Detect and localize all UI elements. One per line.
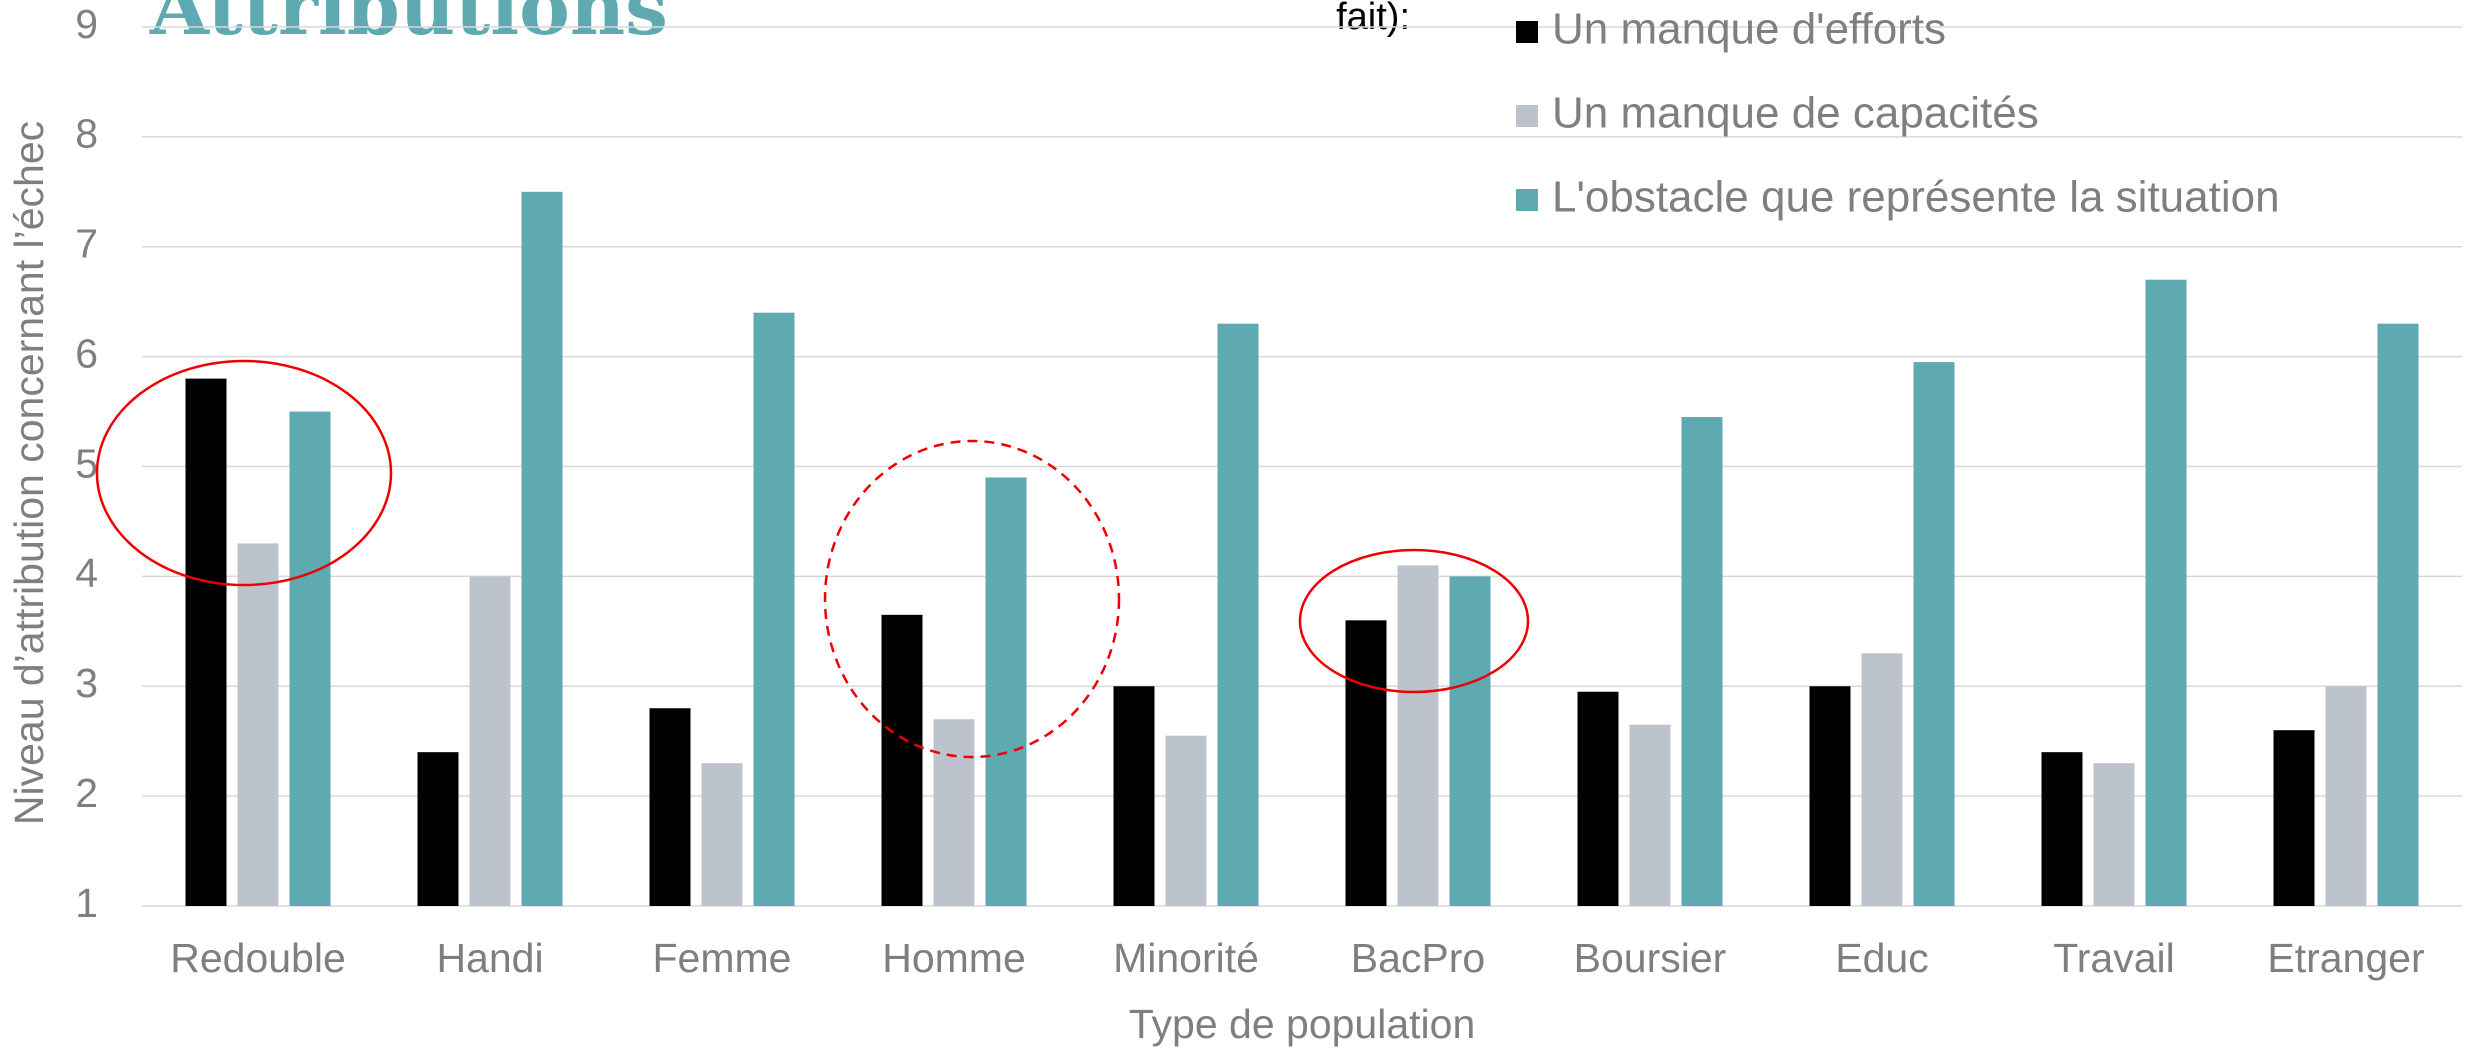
- bar: [1449, 576, 1491, 906]
- x-tick-label: BacPro: [1351, 935, 1485, 981]
- x-tick-label: Femme: [653, 935, 792, 981]
- bar: [881, 614, 923, 906]
- bar: [1577, 691, 1619, 906]
- x-tick-label: Redouble: [170, 935, 346, 981]
- bar: [1809, 686, 1851, 906]
- legend-label: Un manque de capacités: [1552, 89, 2039, 138]
- x-axis-title: Type de population: [1129, 1001, 1476, 1047]
- bar: [2325, 686, 2367, 906]
- bar: [289, 411, 331, 906]
- bar: [1113, 686, 1155, 906]
- y-tick-label: 4: [75, 550, 98, 596]
- y-tick-label: 6: [75, 330, 98, 376]
- x-tick-label: Minorité: [1113, 935, 1259, 981]
- bar: [933, 719, 975, 906]
- bar: [649, 708, 691, 906]
- bar: [2377, 323, 2419, 907]
- bar: [1681, 417, 1723, 906]
- x-tick-label: Boursier: [1574, 935, 1727, 981]
- bar: [469, 576, 511, 906]
- bar: [1397, 565, 1439, 906]
- bar: [417, 752, 459, 906]
- bar: [521, 191, 563, 906]
- y-tick-label: 3: [75, 660, 98, 706]
- bar: [2273, 730, 2315, 906]
- legend-label: Un manque d'efforts: [1552, 5, 1946, 54]
- y-tick-label: 7: [75, 221, 98, 267]
- y-tick-label: 5: [75, 440, 98, 486]
- highlight-circle: [1298, 548, 1530, 694]
- bar: [237, 543, 279, 906]
- bar: [701, 763, 743, 906]
- y-axis-title: Niveau d’attribution concernant l’échec: [6, 121, 52, 825]
- y-tick-label: 1: [75, 880, 98, 926]
- highlight-circle: [823, 439, 1121, 759]
- bar: [1165, 735, 1207, 906]
- x-tick-label: Handi: [436, 935, 543, 981]
- bar: [1217, 323, 1259, 907]
- x-tick-label: Travail: [2053, 935, 2175, 981]
- bar: [1629, 724, 1671, 906]
- legend-swatch: [1516, 189, 1538, 211]
- bar: [1345, 620, 1387, 906]
- bar: [185, 378, 227, 907]
- y-tick-label: 9: [75, 1, 98, 47]
- bar: [753, 312, 795, 906]
- y-tick-label: 2: [75, 770, 98, 816]
- annotations: [95, 359, 1530, 759]
- x-tick-label: Homme: [882, 935, 1026, 981]
- highlight-circle: [95, 359, 393, 587]
- legend-swatch: [1516, 105, 1538, 127]
- y-tick-label: 8: [75, 111, 98, 157]
- bar: [1913, 362, 1955, 906]
- chart-title: Attributions: [149, 0, 668, 52]
- x-tick-label: Educ: [1835, 935, 1928, 981]
- legend-title: fait):: [1336, 0, 1410, 38]
- legend-swatch: [1516, 21, 1538, 43]
- bar: [2145, 279, 2187, 906]
- bar: [1861, 653, 1903, 906]
- bar: [985, 477, 1027, 906]
- bar: [2041, 752, 2083, 906]
- bar: [2093, 763, 2135, 906]
- x-tick-label: Etranger: [2267, 935, 2424, 981]
- legend-label: L'obstacle que représente la situation: [1552, 173, 2280, 222]
